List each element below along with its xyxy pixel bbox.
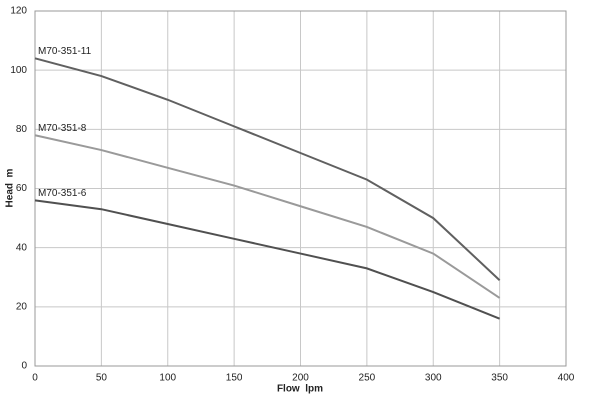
x-tick-label: 400 xyxy=(558,373,575,384)
x-axis-label: Flow lpm xyxy=(277,384,323,395)
x-tick-label: 350 xyxy=(491,373,508,384)
x-tick-label: 100 xyxy=(159,373,176,384)
x-tick-label: 0 xyxy=(32,373,38,384)
y-tick-label: 0 xyxy=(21,361,27,372)
y-tick-label: 20 xyxy=(16,301,28,312)
plot-border xyxy=(34,10,567,367)
x-tick-label: 200 xyxy=(292,373,309,384)
series-line xyxy=(34,199,500,320)
y-tick-label: 60 xyxy=(16,183,28,194)
series-line xyxy=(34,134,501,299)
series-label: M70-351-6 xyxy=(38,188,87,199)
y-tick-label: 40 xyxy=(16,242,28,253)
y-axis-label: Head m xyxy=(5,168,16,207)
x-tick-label: 300 xyxy=(425,373,442,384)
series-label: M70-351-8 xyxy=(38,123,87,134)
y-tick-label: 120 xyxy=(10,6,27,17)
x-tick-label: 250 xyxy=(359,373,376,384)
series-label: M70-351-11 xyxy=(38,46,92,57)
x-tick-label: 50 xyxy=(96,373,108,384)
y-tick-label: 100 xyxy=(10,65,27,76)
y-tick-label: 80 xyxy=(16,124,28,135)
series-line xyxy=(34,57,501,281)
x-tick-label: 150 xyxy=(226,373,243,384)
